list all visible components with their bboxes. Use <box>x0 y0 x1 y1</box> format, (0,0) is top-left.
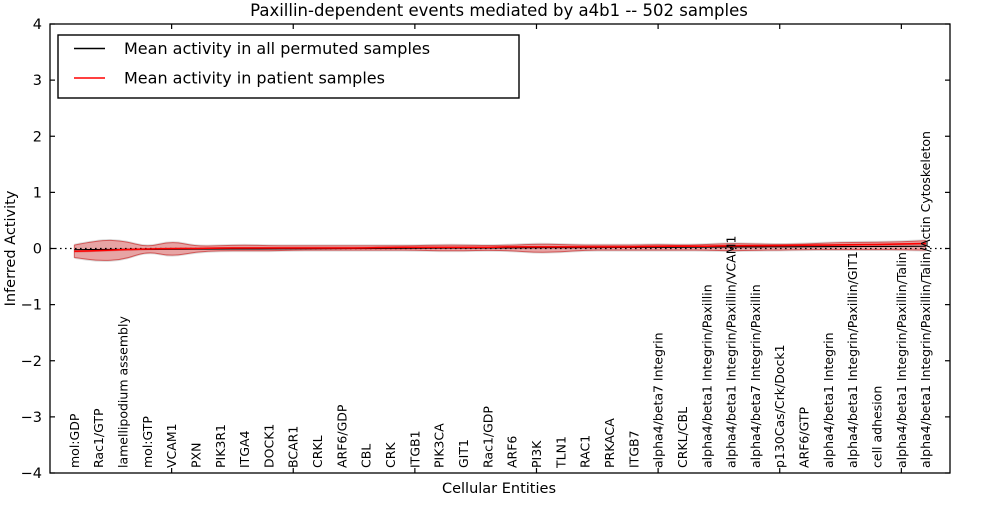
x-tick-label: TLN1 <box>553 436 568 469</box>
y-tick-label: −4 <box>21 466 42 482</box>
x-tick-label: alpha4/beta1 Integrin <box>821 332 836 468</box>
x-tick-label: CBL <box>359 444 374 468</box>
x-tick-label: alpha4/beta1 Integrin/Paxillin/VCAM1 <box>724 236 739 468</box>
x-tick-label: ITGA4 <box>237 430 252 468</box>
x-tick-label: ARF6/GTP <box>797 407 812 468</box>
x-tick-label: alpha4/beta7 Integrin/Paxillin <box>748 284 763 468</box>
x-tick-label: ARF6 <box>505 436 520 468</box>
x-tick-label: DOCK1 <box>261 424 276 468</box>
x-tick-label: CRK <box>383 442 398 468</box>
x-tick-label: alpha4/beta1 Integrin/Paxillin/GIT1 <box>845 251 860 468</box>
y-tick-label: −1 <box>21 298 42 314</box>
legend: Mean activity in all permuted samples Me… <box>57 34 520 99</box>
x-tick-label: alpha4/beta1 Integrin/Paxillin/Talin/Act… <box>918 131 933 468</box>
y-tick-label: 2 <box>33 129 42 145</box>
x-tick-label: mol:GTP <box>140 416 155 468</box>
legend-box <box>57 34 520 99</box>
x-tick-label: CRKL/CBL <box>675 407 690 468</box>
chart-title: Paxillin-dependent events mediated by a4… <box>250 1 748 20</box>
x-tick-label: Rac1/GDP <box>480 406 495 468</box>
y-tick-label: 4 <box>33 17 42 33</box>
x-tick-label: mol:GDP <box>67 413 82 468</box>
x-tick-label: PI3K <box>529 440 544 468</box>
patient-mean-line <box>74 242 926 253</box>
y-tick-label: 0 <box>33 242 42 258</box>
x-tick-labels: mol:GDP Rac1/GTP lamellipodium assembly mol… <box>67 131 933 469</box>
legend-label-patient: Mean activity in patient samples <box>124 69 385 88</box>
y-tick-labels: 4 3 2 1 0 −1 −2 −3 −4 <box>21 17 42 482</box>
permuted-mean-line <box>74 245 926 251</box>
x-tick-label: p130Cas/Crk/Dock1 <box>772 344 787 468</box>
legend-label-permuted: Mean activity in all permuted samples <box>124 39 430 58</box>
x-tick-label: ITGB1 <box>407 430 422 468</box>
x-tick-label: ITGB7 <box>626 430 641 468</box>
x-tick-label: alpha4/beta1 Integrin/Paxillin/Talin <box>894 252 909 468</box>
y-tick-label: −3 <box>21 410 42 426</box>
y-axis-label: Inferred Activity <box>3 190 19 306</box>
x-tick-label: BCAR1 <box>286 426 301 468</box>
y-tick-label: −2 <box>21 354 42 370</box>
x-tick-label: alpha4/beta7 Integrin <box>651 332 666 468</box>
x-tick-label: PIK3R1 <box>213 424 228 468</box>
axes <box>49 23 951 474</box>
x-tick-label: CRKL <box>310 435 325 468</box>
x-tick-label: cell adhesion <box>870 386 885 468</box>
mean-lines <box>50 242 950 253</box>
y-tick-label: 3 <box>33 73 42 89</box>
violin-bands <box>73 238 927 262</box>
x-axis-label: Cellular Entities <box>442 481 556 497</box>
x-tick-label: VCAM1 <box>164 423 179 468</box>
y-tick-label: 1 <box>33 185 42 201</box>
x-tick-label: GIT1 <box>456 439 471 468</box>
x-tick-label: PXN <box>188 443 203 468</box>
x-tick-label: lamellipodium assembly <box>115 316 130 468</box>
x-tick-label: PIK3CA <box>432 423 447 468</box>
x-tick-label: PRKACA <box>602 418 617 468</box>
x-tick-label: ARF6/GDP <box>334 404 349 468</box>
x-tick-label: alpha4/beta1 Integrin/Paxillin <box>699 284 714 468</box>
x-tick-label: Rac1/GTP <box>91 408 106 468</box>
x-tick-label: RAC1 <box>578 435 593 468</box>
